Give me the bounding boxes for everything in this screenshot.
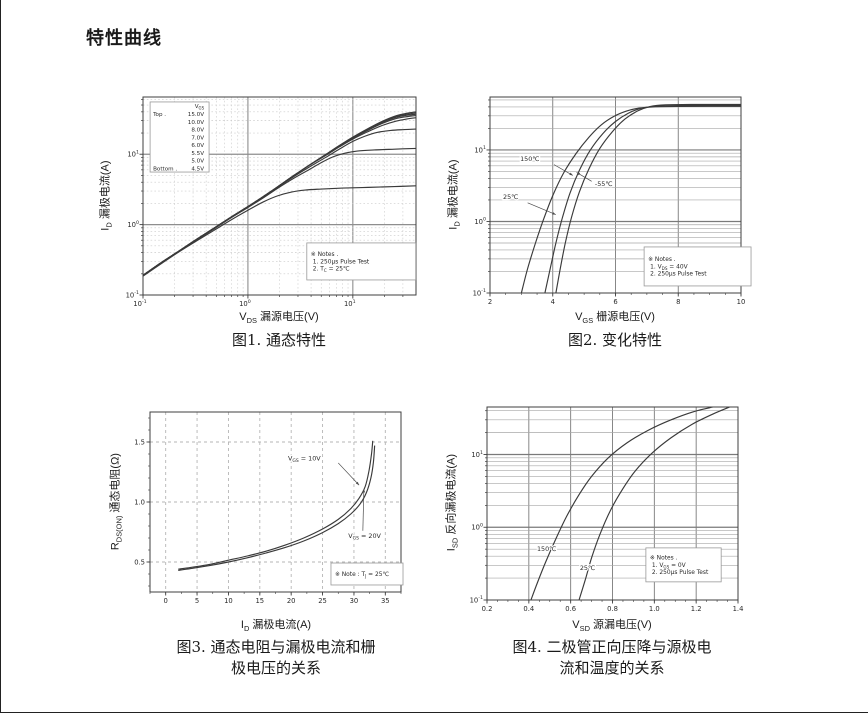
svg-text:2. 250μs Pulse Test: 2. 250μs Pulse Test [650, 272, 707, 278]
svg-text:1.4: 1.4 [733, 605, 744, 613]
svg-text:101: 101 [474, 145, 486, 154]
svg-text:101: 101 [127, 149, 139, 158]
svg-text:10-1: 10-1 [126, 290, 139, 299]
svg-text:5.5V: 5.5V [191, 151, 204, 157]
svg-text:4.5V: 4.5V [191, 166, 204, 172]
fig4-chart-canvas: 0.2 0.4 0.6 0.8 1.0 1.2 1.4 10-1 100 101 ※ Notes .… [470, 406, 744, 613]
series-VGS=4.5V [142, 185, 417, 277]
svg-text:Bottom .: Bottom . [153, 166, 177, 172]
svg-text:VGS: VGS [195, 104, 205, 110]
svg-text:8.0V: 8.0V [191, 128, 204, 134]
legend-box: VGS Top . 15.0V 10.0V 8.0V7.0V 6.0V 5.5V 5.0V Bo… [149, 101, 210, 172]
svg-text:10-1: 10-1 [473, 288, 486, 297]
svg-text:10: 10 [737, 298, 746, 306]
fig1-x-axis-label: VDS 漏源电压(V) [239, 311, 319, 326]
svg-text:VGS = 20V: VGS = 20V [348, 532, 381, 542]
svg-text:2: 2 [488, 298, 492, 306]
svg-text:20: 20 [287, 597, 296, 605]
svg-text:0.8: 0.8 [607, 605, 618, 613]
fig3-chart-canvas: 0 5 10 15 20 25 30 35 0.5 1.0 1.5 ※ Note : TJ = 25℃… [134, 411, 404, 605]
svg-text:1.0: 1.0 [649, 605, 660, 613]
svg-text:15: 15 [255, 597, 264, 605]
svg-text:10-1: 10-1 [133, 299, 146, 308]
fig2-caption: 图2. 变化特性 [567, 331, 663, 349]
svg-text:6.0V: 6.0V [191, 143, 204, 149]
notes-box: ※ Notes .1. VGS = 0V2. 250μs Pulse Test [645, 547, 722, 583]
svg-text:100: 100 [474, 217, 486, 226]
fig3-x-axis-label: ID 漏极电流(A) [240, 619, 312, 634]
svg-text:0.5: 0.5 [134, 558, 145, 566]
fig3-caption: 图3. 通态电阻与漏极电流和栅 极电压的关系 [176, 638, 376, 677]
series-VGS=20V [178, 445, 376, 571]
svg-text:150℃: 150℃ [520, 155, 539, 163]
svg-text:15.0V: 15.0V [188, 112, 204, 118]
svg-text:1.0: 1.0 [134, 498, 145, 506]
svg-text:2. TC = 25℃: 2. TC = 25℃ [313, 266, 350, 273]
svg-text:※ Note : TJ = 25℃: ※ Note : TJ = 25℃ [335, 571, 389, 578]
svg-text:6: 6 [613, 298, 617, 306]
svg-text:0.6: 0.6 [565, 605, 576, 613]
svg-text:25℃: 25℃ [503, 193, 518, 201]
svg-text:10: 10 [224, 597, 233, 605]
svg-text:※ Notes .: ※ Notes . [311, 252, 339, 258]
fig2-x-axis-label: VGS 栅源电压(V) [575, 311, 655, 326]
series-25℃ [578, 406, 730, 601]
fig4-x-axis-label: VSD 源漏电压(V) [572, 619, 652, 634]
svg-text:30: 30 [350, 597, 359, 605]
fig2-y-axis-label: ID 漏极电流(A) [447, 159, 462, 230]
series-150℃ [530, 406, 714, 601]
svg-text:-55℃: -55℃ [595, 180, 613, 188]
svg-text:4: 4 [551, 298, 555, 306]
svg-text:25: 25 [318, 597, 327, 605]
svg-text:Top .: Top . [152, 112, 166, 118]
svg-text:0.2: 0.2 [482, 605, 493, 613]
svg-text:10-1: 10-1 [470, 595, 483, 604]
svg-text:100: 100 [239, 299, 251, 308]
svg-text:101: 101 [344, 299, 356, 308]
fig4-caption: 图4. 二极管正向压降与源极电 流和温度的关系 [512, 638, 712, 677]
svg-text:VGS = 10V: VGS = 10V [288, 455, 321, 465]
svg-text:25℃: 25℃ [580, 564, 595, 572]
svg-text:1. VGS = 0V: 1. VGS = 0V [652, 563, 686, 569]
svg-text:1.5: 1.5 [134, 438, 145, 446]
series-VGS=10V [178, 440, 374, 570]
svg-text:1. VDS = 40V: 1. VDS = 40V [650, 264, 688, 270]
notes-box: ※ Notes .1. VDS = 40V 2. 250μs Pulse Test [643, 246, 752, 287]
svg-text:5.0V: 5.0V [191, 159, 204, 165]
svg-text:2. 250μs Pulse Test: 2. 250μs Pulse Test [652, 570, 709, 576]
page-title: 特性曲线 [86, 28, 162, 49]
svg-text:※ Notes .: ※ Notes . [648, 257, 676, 263]
series--55℃ [555, 103, 742, 294]
svg-text:0: 0 [164, 597, 168, 605]
fig1-y-axis-label: ID 漏极电流(A) [99, 160, 114, 231]
fig1-caption: 图1. 通态特性 [231, 331, 327, 349]
fig1-chart-canvas: 10-1 100 101 10-1 100 101 VGS Top . 15.0V 10.0V 8.… [126, 96, 417, 308]
svg-text:※ Notes .: ※ Notes . [650, 556, 678, 562]
svg-text:8: 8 [676, 298, 680, 306]
svg-text:101: 101 [471, 450, 483, 459]
svg-text:0.4: 0.4 [523, 605, 534, 613]
svg-text:35: 35 [381, 597, 390, 605]
svg-text:150℃: 150℃ [537, 545, 556, 553]
svg-text:1.2: 1.2 [691, 605, 702, 613]
svg-text:10.0V: 10.0V [188, 120, 204, 126]
svg-text:100: 100 [471, 522, 483, 531]
svg-text:100: 100 [127, 220, 139, 229]
notes-box: ※ Note : TJ = 25℃ [330, 562, 404, 586]
svg-text:1. 250μs Pulse Test: 1. 250μs Pulse Test [313, 259, 370, 265]
fig4-y-axis-label: ISD 反向漏极电流(A) [445, 454, 460, 552]
series-VGS=5.0V [142, 147, 417, 276]
svg-text:7.0V: 7.0V [191, 135, 204, 141]
svg-text:5: 5 [195, 597, 199, 605]
fig2-chart-canvas: 2 4 6 8 10 10-1 100 101 ※ Notes .1. VDS = 40V 2. … [473, 96, 752, 306]
